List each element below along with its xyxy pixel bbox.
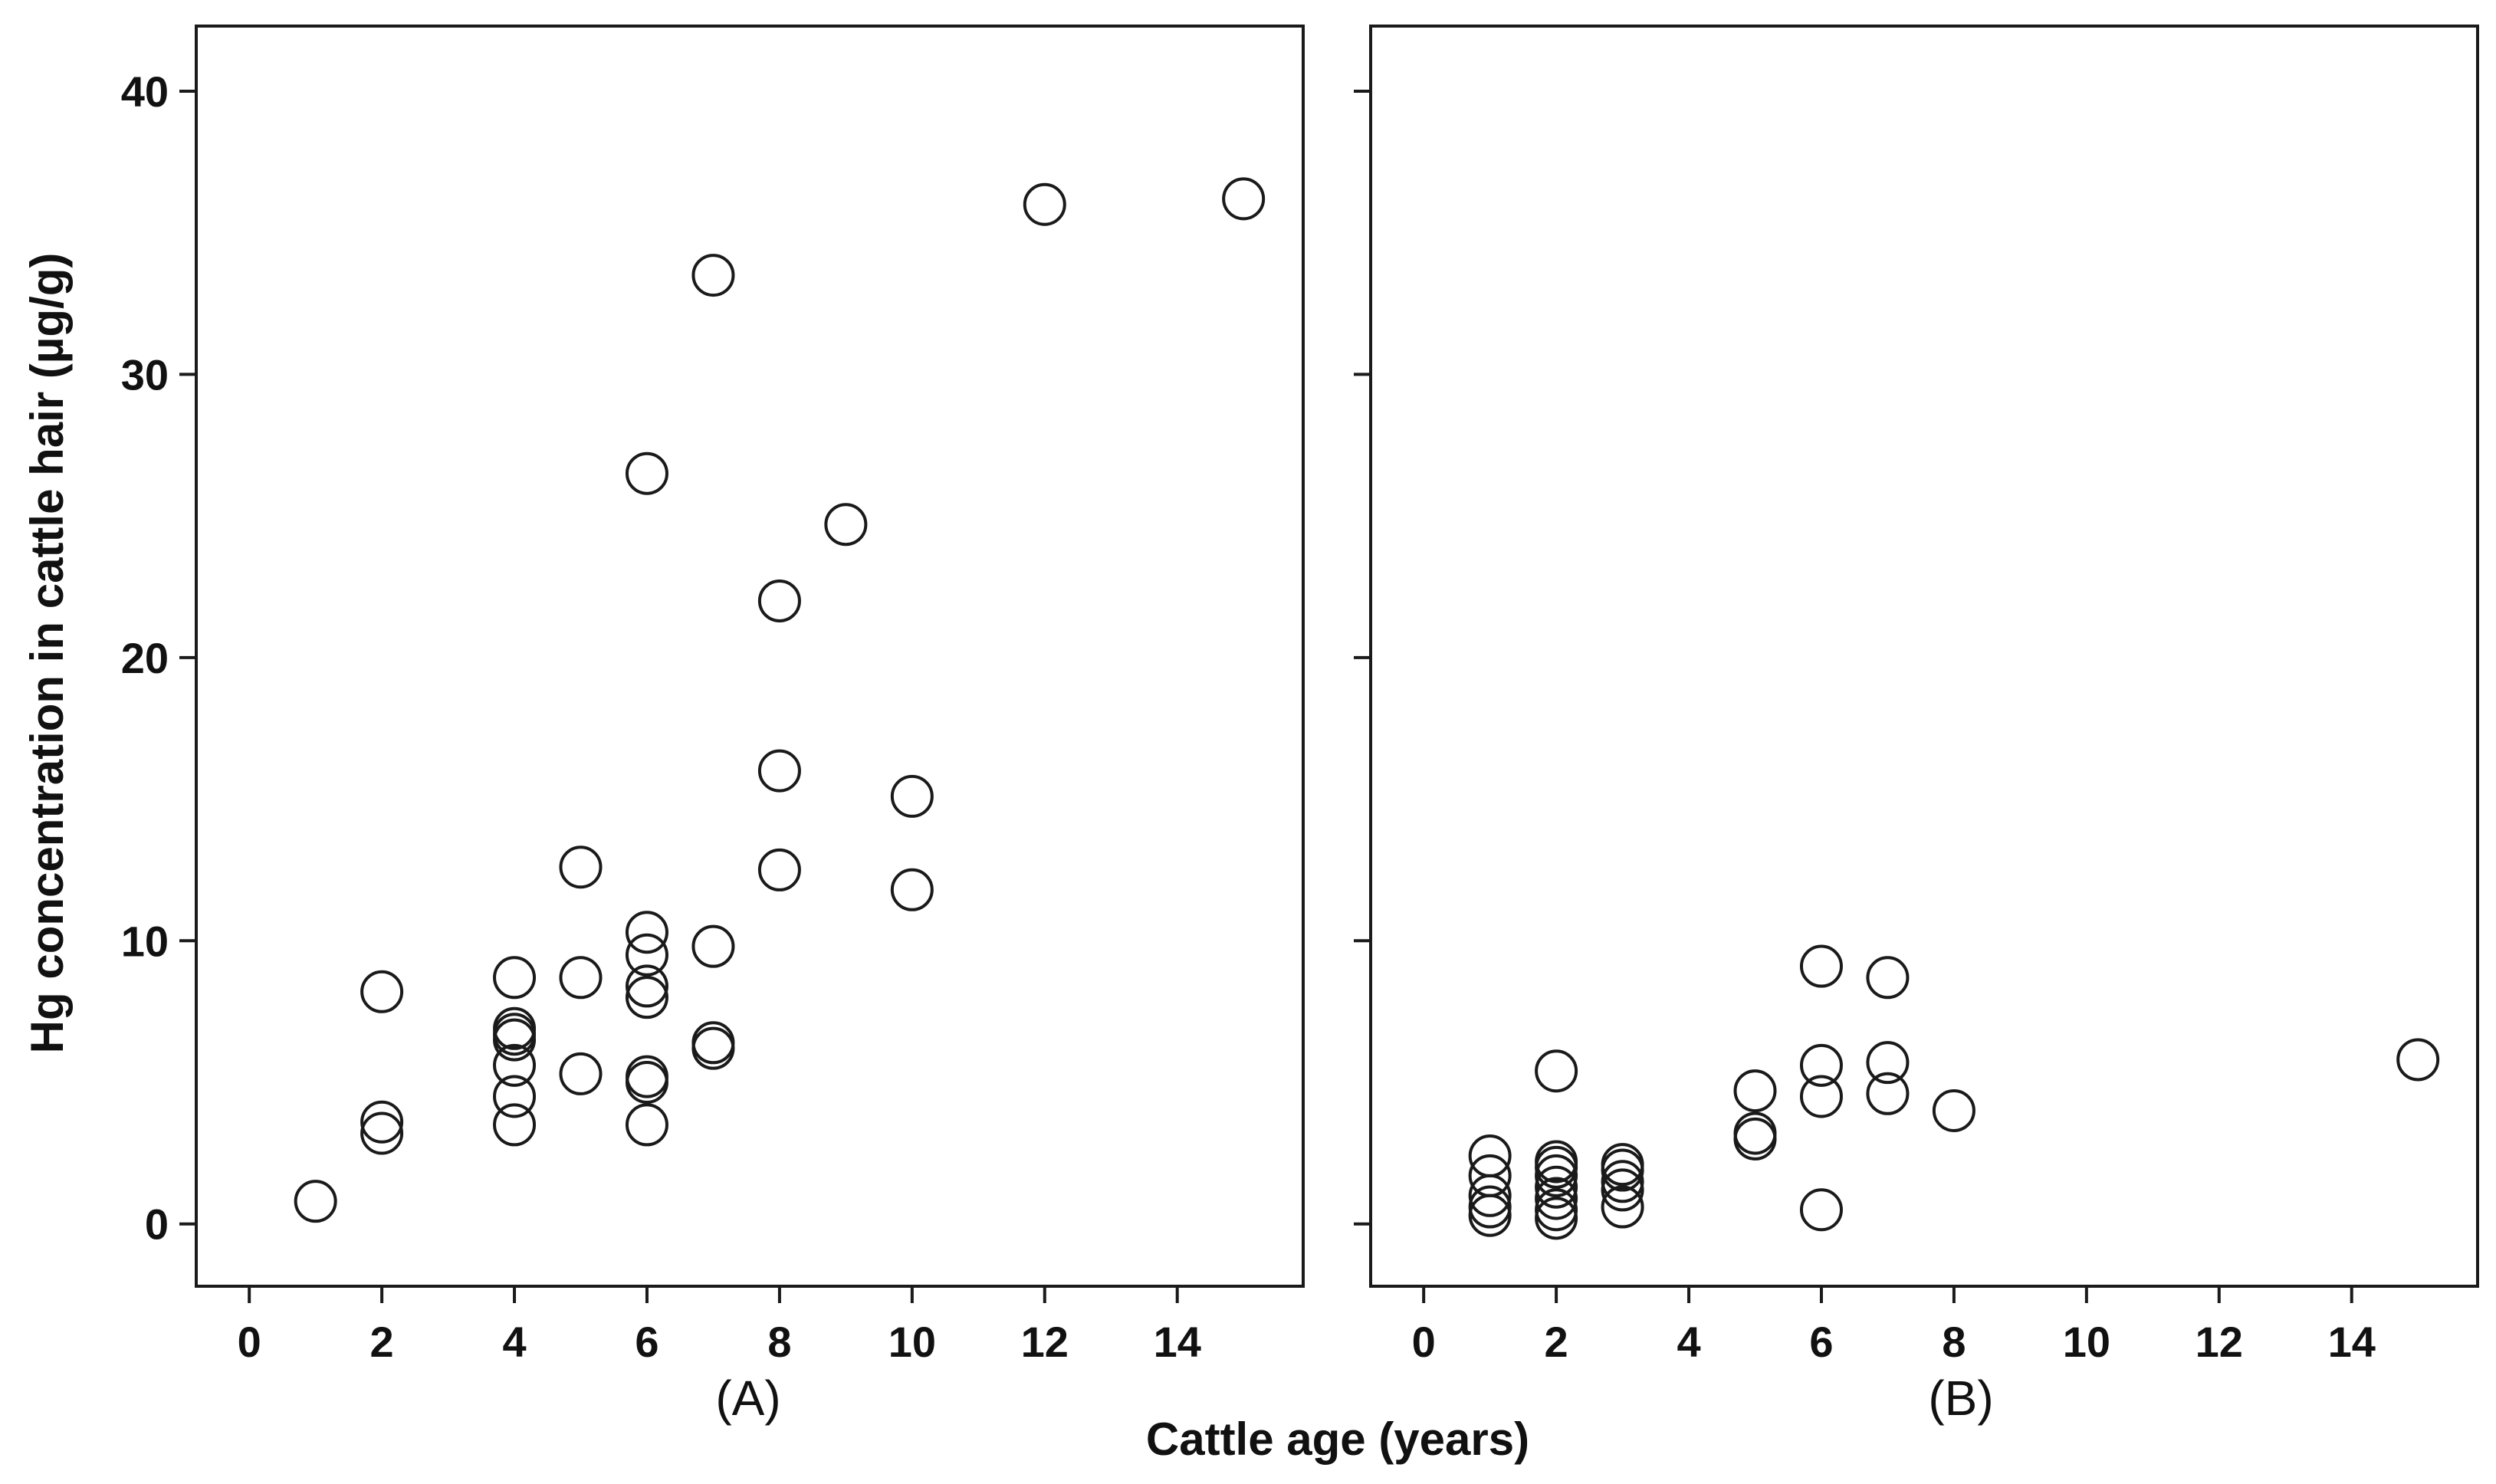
data-point — [1535, 1197, 1578, 1240]
x-tick-label: 14 — [1154, 1318, 1201, 1366]
x-tick-label: 2 — [1545, 1318, 1568, 1366]
data-point — [1866, 1072, 1910, 1115]
x-tick-label: 4 — [1677, 1318, 1700, 1366]
data-point — [360, 1100, 404, 1144]
x-tick-label: 10 — [2063, 1318, 2110, 1366]
data-point — [1601, 1160, 1644, 1203]
panel-label: (A) — [715, 1371, 780, 1426]
data-point — [1222, 177, 1266, 221]
data-point — [559, 845, 603, 889]
data-point — [294, 1180, 337, 1223]
data-point — [1468, 1185, 1512, 1229]
data-point — [1733, 1069, 1777, 1113]
data-point — [1535, 1177, 1578, 1220]
y-axis-title: Hg concentration in cattle hair (µg/g) — [21, 253, 73, 1054]
data-point — [625, 933, 668, 977]
x-tick-label: 2 — [370, 1318, 394, 1366]
data-point — [1799, 1075, 1843, 1118]
data-point — [2396, 1038, 2440, 1082]
data-point — [1535, 1049, 1578, 1093]
data-point — [1468, 1193, 1512, 1237]
data-point — [493, 1018, 537, 1062]
data-point — [559, 956, 603, 1000]
panels-layer: 0 2 4 6 8 10 12 14 0 10 20 30 40 (A) 0 2 4 6 8 10 12 14 (B) — [121, 25, 2479, 1426]
data-point — [625, 976, 668, 1019]
y-tick-label: 20 — [121, 634, 169, 682]
x-tick-label: 8 — [1942, 1318, 1966, 1366]
data-point — [1799, 944, 1843, 988]
x-tick-label: 6 — [1809, 1318, 1833, 1366]
data-point — [625, 451, 668, 495]
x-tick-label: 10 — [888, 1318, 936, 1366]
data-point — [890, 868, 934, 911]
data-point — [1535, 1154, 1578, 1197]
plot-frame — [195, 25, 1305, 1288]
data-point — [691, 924, 735, 968]
y-tick-label: 10 — [121, 917, 169, 965]
x-tick-label: 12 — [1021, 1318, 1069, 1366]
data-point — [1932, 1088, 1975, 1132]
data-point — [493, 1075, 537, 1118]
x-tick-label: 14 — [2328, 1318, 2376, 1366]
data-point — [1733, 1117, 1777, 1161]
data-point — [1535, 1188, 1578, 1232]
data-point — [1601, 1168, 1644, 1212]
x-tick-label: 4 — [502, 1318, 526, 1366]
x-tick-label: 0 — [238, 1318, 261, 1366]
data-point — [757, 848, 801, 891]
data-point — [691, 1026, 735, 1070]
data-point — [757, 749, 801, 793]
data-point — [360, 970, 404, 1013]
data-point — [625, 964, 668, 1008]
x-axis-title: Cattle age (years) — [1146, 1413, 1529, 1465]
data-point — [890, 774, 934, 818]
data-point — [1601, 1148, 1644, 1192]
data-point — [1023, 182, 1066, 226]
x-tick-label: 0 — [1412, 1318, 1436, 1366]
data-point — [1468, 1174, 1512, 1217]
data-point — [1866, 1041, 1910, 1085]
x-tick-label: 8 — [767, 1318, 791, 1366]
data-point — [493, 1103, 537, 1147]
data-point — [1866, 956, 1910, 1000]
data-point — [1535, 1165, 1578, 1209]
data-point — [757, 579, 801, 622]
data-point — [691, 254, 735, 297]
y-tick-label: 30 — [121, 350, 169, 399]
data-point — [360, 1111, 404, 1155]
data-point — [824, 503, 868, 547]
x-tick-label: 12 — [2195, 1318, 2243, 1366]
panel-label: (B) — [1928, 1371, 1993, 1426]
data-point — [625, 1061, 668, 1105]
data-point — [559, 1052, 603, 1095]
data-point — [625, 911, 668, 954]
data-point — [1535, 1145, 1578, 1189]
y-tick-label: 0 — [145, 1200, 169, 1249]
data-point — [493, 956, 537, 1000]
y-tick-label: 40 — [121, 67, 169, 116]
data-point — [1601, 1185, 1644, 1229]
plot-frame — [1369, 25, 2479, 1288]
x-tick-label: 6 — [635, 1318, 658, 1366]
data-point — [493, 1043, 537, 1087]
data-point — [1799, 1188, 1843, 1232]
data-point — [625, 1103, 668, 1147]
panel-a: 0 2 4 6 8 10 12 14 0 10 20 30 40 (A) — [121, 25, 1305, 1426]
panel-b: 0 2 4 6 8 10 12 14 (B) — [1354, 25, 2479, 1426]
data-point — [1799, 1043, 1843, 1087]
